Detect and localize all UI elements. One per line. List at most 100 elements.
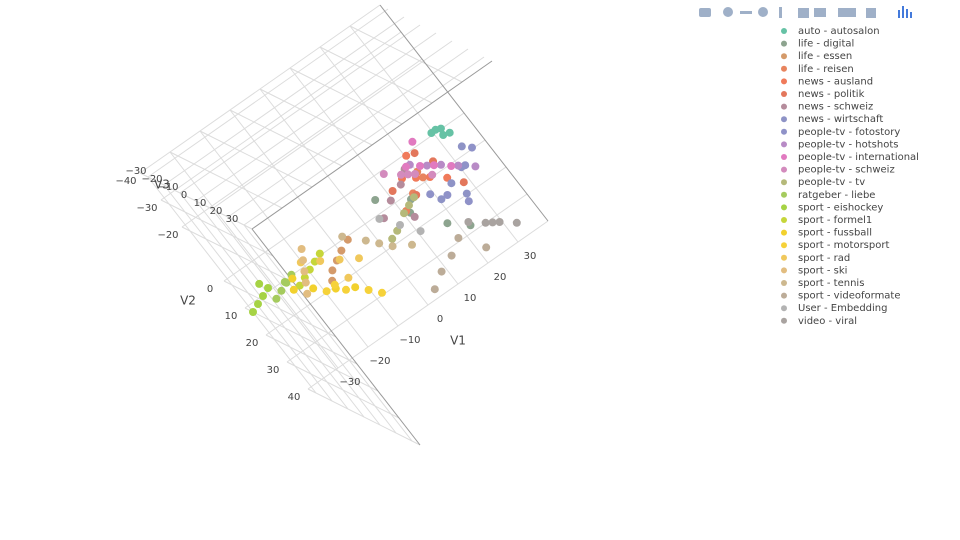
legend-marker [781,280,787,286]
data-point [255,279,264,288]
data-point [431,125,440,134]
y-tick-label: 20 [246,338,259,349]
box-edge [379,4,549,222]
data-point [249,308,257,316]
legend-label: life - reisen [798,64,854,75]
legend-marker [781,53,787,60]
points [249,124,521,316]
data-point [277,286,286,295]
grid-line [139,4,381,174]
camera-icon[interactable] [699,8,711,17]
data-point [335,255,344,264]
legend-label: auto - autosalon [798,26,880,37]
spikes-icon[interactable] [838,8,856,17]
grid-line [163,16,405,186]
legend-marker [781,317,787,324]
legend-marker [781,267,787,274]
data-point [259,292,267,300]
data-point [405,201,413,210]
plotly-logo[interactable] [902,6,904,18]
x-tick-label: 10 [464,293,477,304]
x-tick-label: 30 [524,251,537,262]
data-point [461,161,470,170]
grid-line [179,24,421,194]
legend-marker [781,65,787,72]
legend-label: sport - videoformate [798,291,901,302]
zoom-icon[interactable] [723,7,733,17]
y-tick-label: 0 [207,284,213,295]
grid-line [181,58,423,228]
legend-label: sport - fussball [798,228,872,239]
grid-line [160,31,402,201]
data-point [459,178,468,187]
x-tick-label: 20 [494,272,507,283]
camera-reset-icon[interactable] [814,8,826,17]
data-point [416,227,425,236]
legend-marker [781,103,787,110]
x-tick-label: −20 [369,356,390,367]
data-point [375,239,384,248]
z-tick-label: 30 [226,214,239,225]
data-point [337,246,346,255]
data-point [408,240,416,249]
data-point [378,288,386,297]
grid-line [211,208,381,426]
reset-icon[interactable] [798,8,809,18]
x-tick-label: 0 [437,314,443,325]
data-point [457,142,466,151]
data-point [482,243,491,252]
data-point [410,212,419,221]
legend-label: people-tv - international [798,152,919,163]
z-tick-label: 0 [181,190,187,201]
grid-line [243,224,413,442]
plotly-logo[interactable] [898,10,900,18]
data-point [280,278,289,286]
data-point [402,162,410,171]
data-point [397,170,405,179]
data-point [386,196,395,205]
data-point [430,285,439,294]
data-point [471,162,480,171]
hover-icon[interactable] [866,8,876,18]
data-point [303,289,312,298]
data-point [364,286,373,294]
box-edge [251,228,421,446]
data-point [416,162,424,170]
data-point [437,160,445,169]
legend-label: people-tv - hotshots [798,139,898,150]
y-tick-label: −20 [157,230,178,241]
data-point [464,218,473,226]
data-point [351,283,360,292]
data-point [454,234,463,242]
data-point [315,249,324,258]
turntable-icon[interactable] [779,7,782,18]
legend-label: life - digital [798,39,854,50]
data-point [361,236,370,245]
legend-label: sport - ski [798,265,847,276]
plotly-logo[interactable] [906,9,908,18]
grid-line [195,200,365,418]
pan-icon[interactable] [740,11,752,14]
data-point [447,251,456,260]
data-point [301,278,310,287]
data-point [338,232,347,241]
data-point [447,162,456,170]
data-point [295,281,304,290]
legend-marker [781,166,787,173]
data-point [330,280,339,289]
data-point [400,209,408,218]
data-point [512,218,521,227]
orbit-icon[interactable] [758,7,768,17]
legend-marker [781,116,787,123]
legend-marker [781,204,787,211]
legend-label: people-tv - tv [798,177,865,188]
data-point [443,219,452,228]
data-point [462,189,471,198]
data-point [410,149,419,158]
grid-line [223,112,465,282]
data-point [316,257,325,265]
legend-label: User - Embedding [798,303,887,314]
data-point [299,256,307,265]
grid-line [211,40,453,210]
plotly-logo[interactable] [910,12,912,18]
